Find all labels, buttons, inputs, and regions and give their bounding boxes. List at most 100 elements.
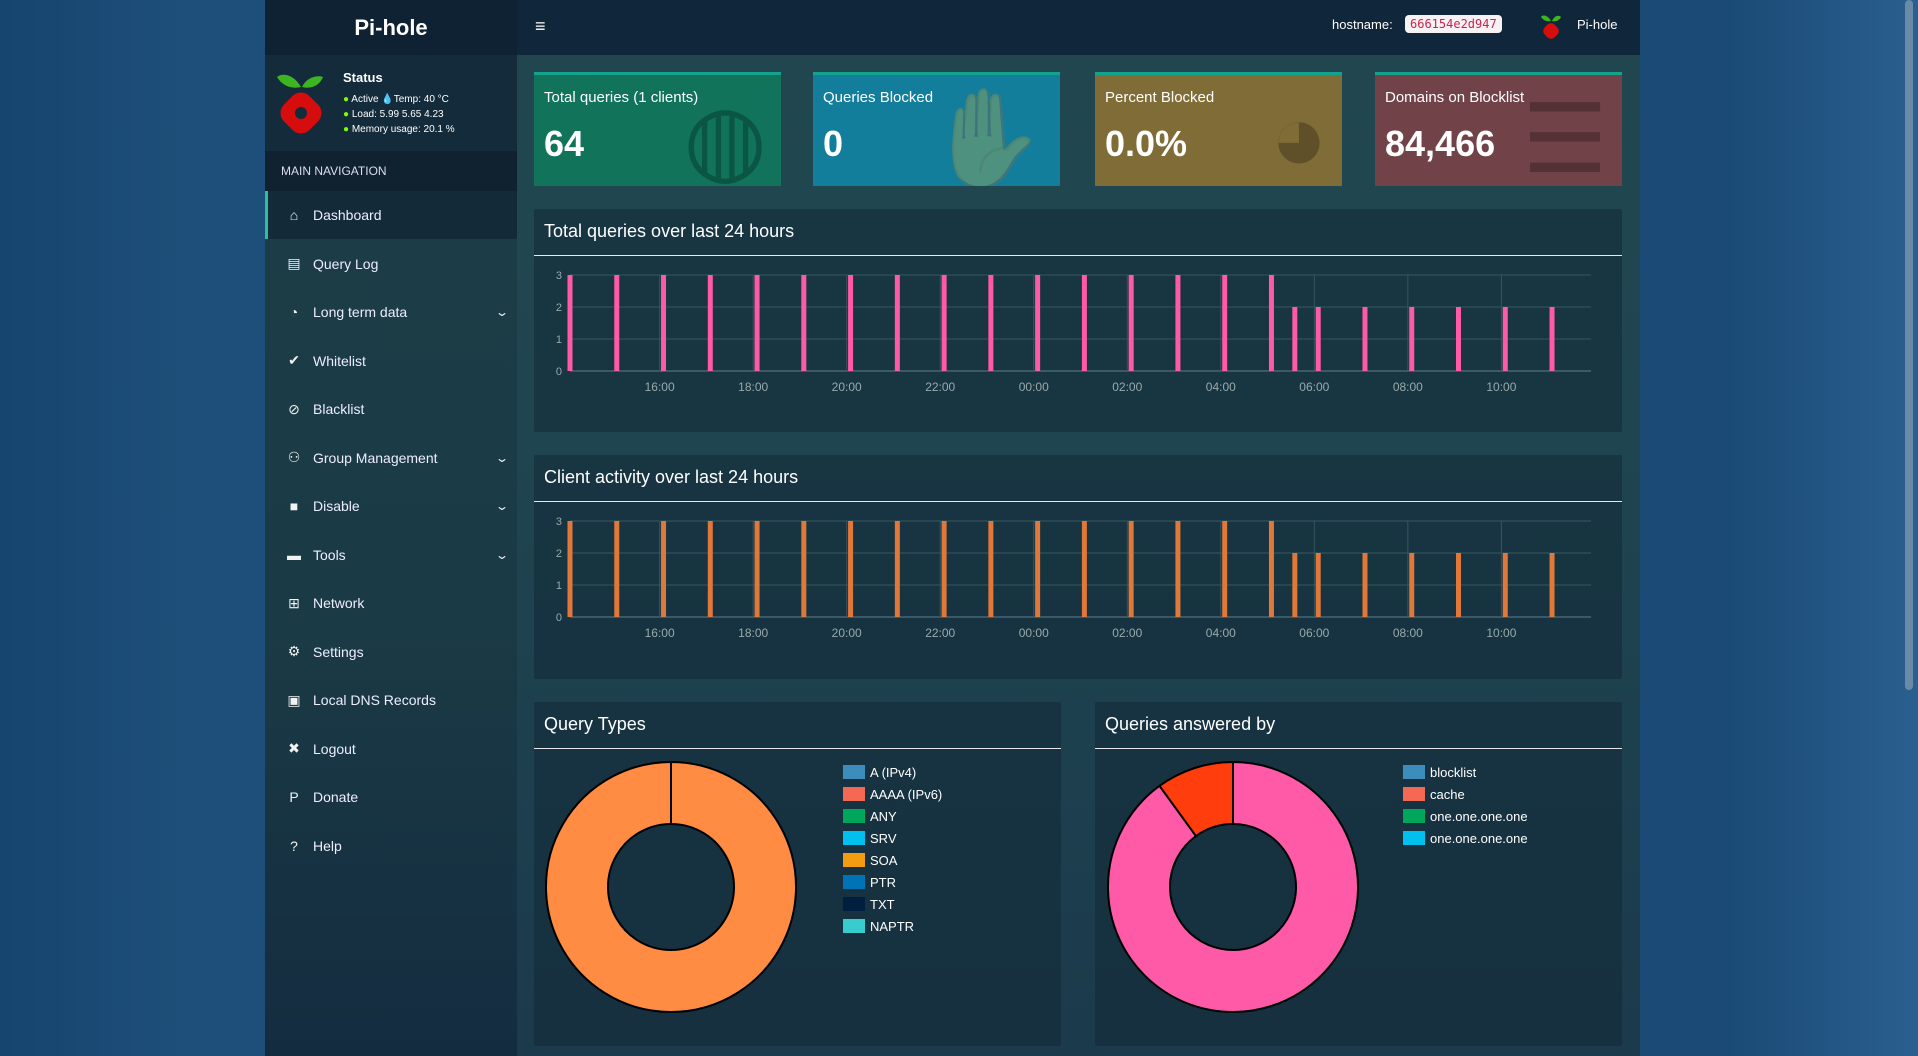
legend-item[interactable]: NAPTR: [843, 915, 942, 937]
bar[interactable]: [754, 521, 760, 617]
chevron-down-icon[interactable]: ⌄: [494, 499, 510, 513]
legend-item[interactable]: one.one.one.one: [1403, 827, 1528, 849]
sidebar-item-tools[interactable]: ▬ Tools ⌄: [265, 531, 517, 579]
bar[interactable]: [1035, 275, 1041, 371]
sidebar-item-network[interactable]: ⊞ Network: [265, 579, 517, 627]
bar[interactable]: [1456, 553, 1462, 617]
client-activity-chart-box: Client activity over last 24 hours 0 1 2 3 1…: [534, 455, 1622, 679]
bar[interactable]: [1175, 275, 1181, 371]
donut-slice[interactable]: [545, 760, 797, 1013]
legend-item[interactable]: ANY: [843, 805, 942, 827]
sidebar-item-help[interactable]: ? Help: [265, 822, 517, 870]
sidebar-item-donate[interactable]: P Donate: [265, 773, 517, 821]
user-menu[interactable]: Pi-hole: [1577, 17, 1618, 32]
chevron-down-icon[interactable]: ⌄: [494, 547, 510, 562]
bar[interactable]: [707, 521, 713, 617]
sidebar: Pi-hole Status ● Active 💧Temp: 40 °C ● L…: [265, 0, 517, 1056]
legend-item[interactable]: cache: [1403, 783, 1528, 805]
bar[interactable]: [567, 521, 573, 617]
bar[interactable]: [1315, 307, 1321, 371]
x-tick-label: 06:00: [1299, 380, 1329, 394]
bar[interactable]: [1128, 275, 1134, 371]
bar[interactable]: [801, 275, 807, 371]
legend-label: one.one.one.one: [1430, 808, 1528, 824]
bar[interactable]: [1549, 553, 1555, 617]
donut-slice[interactable]: [1107, 760, 1359, 1013]
bar[interactable]: [988, 275, 994, 371]
chevron-down-icon[interactable]: ⌄: [494, 305, 510, 319]
x-tick-label: 10:00: [1486, 380, 1516, 394]
legend-swatch: [843, 787, 865, 801]
chevron-down-icon[interactable]: ⌄: [494, 450, 510, 465]
sidebar-item-dashboard[interactable]: ⌂ Dashboard: [265, 191, 517, 239]
bar[interactable]: [567, 275, 573, 371]
legend-item[interactable]: AAAA (IPv6): [843, 783, 942, 805]
bar[interactable]: [1502, 307, 1508, 371]
bar[interactable]: [661, 275, 667, 371]
user-avatar-icon[interactable]: [1540, 12, 1562, 42]
memory-dot-icon: ●: [343, 124, 350, 135]
donut-slice[interactable]: [1158, 760, 1234, 838]
sidebar-item-local-dns-records[interactable]: ▣ Local DNS Records: [265, 676, 517, 724]
bar[interactable]: [1292, 307, 1298, 371]
stat-box-queries-blocked[interactable]: ✋ Queries Blocked 0: [813, 72, 1060, 186]
legend-item[interactable]: PTR: [843, 871, 942, 893]
bar[interactable]: [707, 275, 713, 371]
sidebar-item-group-management[interactable]: ⚇ Group Management ⌄: [265, 434, 517, 482]
bar[interactable]: [1268, 521, 1274, 617]
globe-icon: ◍: [683, 86, 767, 186]
sidebar-item-label: Local DNS Records: [313, 692, 436, 708]
legend-item[interactable]: SOA: [843, 849, 942, 871]
sidebar-item-disable[interactable]: ■ Disable ⌄: [265, 482, 517, 530]
bar[interactable]: [1035, 521, 1041, 617]
sidebar-item-whitelist[interactable]: ✔ Whitelist: [265, 337, 517, 385]
bar[interactable]: [1315, 553, 1321, 617]
stat-box-percent-blocked[interactable]: ◕ Percent Blocked 0.0%: [1095, 72, 1342, 186]
bar[interactable]: [661, 521, 667, 617]
stat-box-domains-on[interactable]: ☰ Domains on Blocklist 84,466: [1375, 72, 1622, 186]
brand-logo-text[interactable]: Pi-hole: [265, 0, 517, 55]
sidebar-item-long-term-data[interactable]: ◔ Long term data ⌄: [265, 288, 517, 336]
bar[interactable]: [941, 275, 947, 371]
bar[interactable]: [614, 275, 620, 371]
bar[interactable]: [614, 521, 620, 617]
bar[interactable]: [1222, 521, 1228, 617]
bar[interactable]: [1268, 275, 1274, 371]
sidebar-item-settings[interactable]: ⚙ Settings: [265, 628, 517, 676]
legend-item[interactable]: SRV: [843, 827, 942, 849]
scrollbar[interactable]: [1905, 0, 1913, 690]
menu-toggle-icon[interactable]: ≡: [535, 16, 546, 36]
bar[interactable]: [801, 521, 807, 617]
legend-item[interactable]: blocklist: [1403, 761, 1528, 783]
bar[interactable]: [1222, 275, 1228, 371]
x-tick-label: 04:00: [1206, 626, 1236, 640]
sidebar-item-blacklist[interactable]: ⊘ Blacklist: [265, 385, 517, 433]
bar[interactable]: [754, 275, 760, 371]
legend-item[interactable]: TXT: [843, 893, 942, 915]
bar[interactable]: [848, 521, 854, 617]
sidebar-item-query-log[interactable]: ▤ Query Log: [265, 240, 517, 288]
sidebar-item-logout[interactable]: ✖ Logout: [265, 725, 517, 773]
bar[interactable]: [1409, 553, 1415, 617]
x-tick-label: 00:00: [1019, 626, 1049, 640]
bar[interactable]: [1456, 307, 1462, 371]
bar[interactable]: [894, 275, 900, 371]
bar[interactable]: [1549, 307, 1555, 371]
bar[interactable]: [1292, 553, 1298, 617]
bar[interactable]: [894, 521, 900, 617]
bar[interactable]: [1081, 275, 1087, 371]
bar[interactable]: [1081, 521, 1087, 617]
legend-item[interactable]: one.one.one.one: [1403, 805, 1528, 827]
bar[interactable]: [848, 275, 854, 371]
bar[interactable]: [1362, 307, 1368, 371]
bar[interactable]: [1175, 521, 1181, 617]
sidebar-item-label: Network: [313, 595, 365, 611]
bar[interactable]: [988, 521, 994, 617]
stat-box-total-queries[interactable]: ◍ Total queries (1 clients) 64: [534, 72, 781, 186]
bar[interactable]: [1409, 307, 1415, 371]
bar[interactable]: [1128, 521, 1134, 617]
bar[interactable]: [941, 521, 947, 617]
legend-item[interactable]: A (IPv4): [843, 761, 942, 783]
bar[interactable]: [1502, 553, 1508, 617]
bar[interactable]: [1362, 553, 1368, 617]
